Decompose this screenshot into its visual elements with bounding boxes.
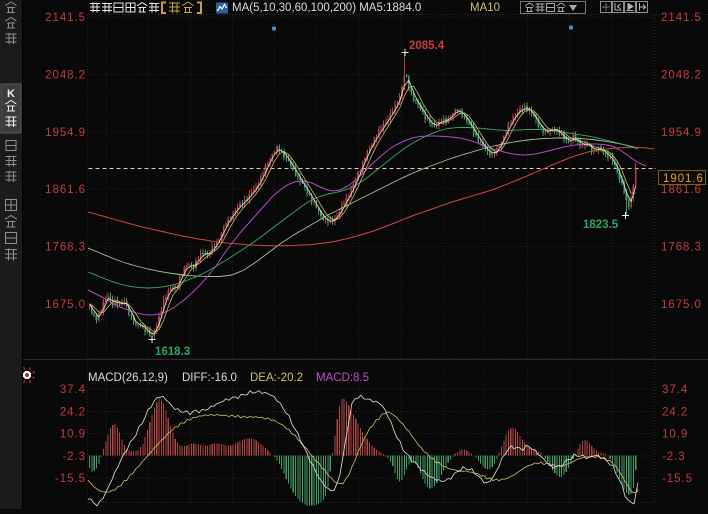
svg-text:-2.3: -2.3	[62, 451, 86, 463]
svg-text:1901.6: 1901.6	[663, 173, 704, 185]
svg-text:37.4: 37.4	[662, 384, 688, 396]
svg-text:2048.2: 2048.2	[45, 69, 86, 81]
svg-text:1675.0: 1675.0	[45, 299, 86, 311]
svg-text:1861.6: 1861.6	[661, 184, 702, 196]
svg-text:10.9: 10.9	[662, 429, 688, 441]
svg-text:DEA:-20.2: DEA:-20.2	[250, 372, 303, 384]
svg-text:-15.5: -15.5	[55, 473, 86, 485]
svg-text:1954.9: 1954.9	[661, 127, 702, 139]
svg-text:MA10: MA10	[470, 2, 500, 14]
svg-text:DIFF:-16.0: DIFF:-16.0	[182, 372, 237, 384]
svg-text:MACD(26,12,9): MACD(26,12,9)	[88, 372, 168, 384]
svg-text:2085.4: 2085.4	[409, 40, 445, 52]
svg-text:1675.0: 1675.0	[661, 299, 702, 311]
svg-text:-15.5: -15.5	[662, 473, 693, 485]
svg-text:-2.3: -2.3	[662, 451, 686, 463]
svg-text:1823.5: 1823.5	[583, 219, 619, 231]
svg-text:K: K	[7, 88, 15, 100]
svg-text:MACD:8.5: MACD:8.5	[316, 372, 369, 384]
svg-text:1768.3: 1768.3	[45, 242, 86, 254]
svg-text:24.2: 24.2	[662, 406, 688, 418]
svg-text:1768.3: 1768.3	[661, 242, 702, 254]
svg-text:1618.3: 1618.3	[155, 346, 190, 358]
svg-text:1954.9: 1954.9	[45, 127, 86, 139]
svg-text:2048.2: 2048.2	[661, 69, 702, 81]
svg-text:2141.5: 2141.5	[661, 12, 702, 24]
svg-text:MA(5,10,30,60,100,200) MA5:188: MA(5,10,30,60,100,200) MA5:1884.0	[232, 2, 421, 14]
svg-text:24.2: 24.2	[60, 406, 86, 418]
svg-text:10.9: 10.9	[60, 429, 86, 441]
svg-text:37.4: 37.4	[60, 384, 86, 396]
svg-text:1861.6: 1861.6	[45, 184, 86, 196]
svg-text:2141.5: 2141.5	[45, 12, 86, 24]
